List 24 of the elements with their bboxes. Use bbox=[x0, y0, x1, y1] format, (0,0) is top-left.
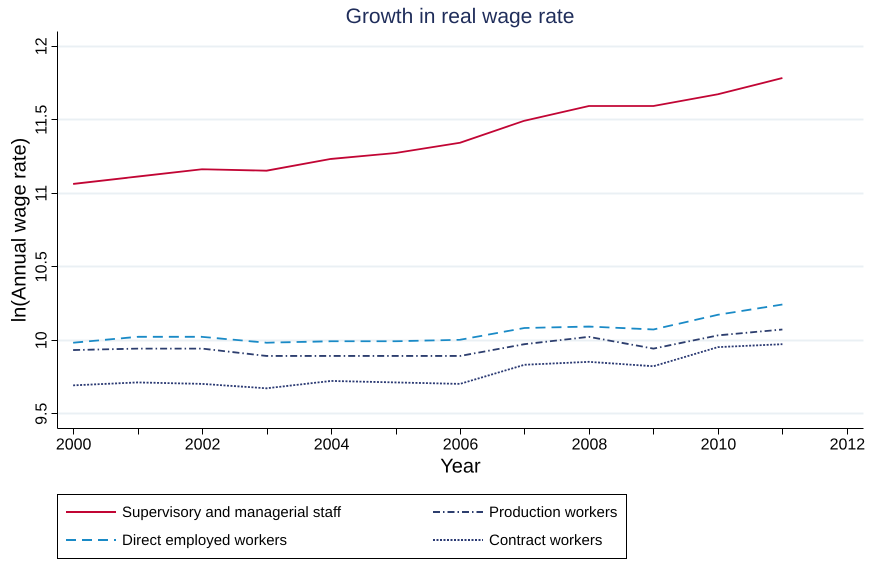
line-series bbox=[72, 304, 784, 344]
y-tick-label: 9.5 bbox=[34, 402, 50, 425]
y-axis-title: ln(Annual wage rate) bbox=[8, 138, 30, 322]
legend-label: Supervisory and managerial staff bbox=[122, 504, 342, 521]
line-series bbox=[72, 328, 784, 357]
chart-title: Growth in real wage rate bbox=[346, 5, 574, 28]
x-tick-label: 2004 bbox=[314, 436, 350, 454]
y-tick-label: 10.5 bbox=[34, 251, 50, 282]
y-tick-label: 12 bbox=[34, 37, 50, 56]
x-tick-label: 2006 bbox=[442, 436, 478, 454]
legend-label: Contract workers bbox=[489, 532, 602, 549]
x-tick-label: 2012 bbox=[830, 436, 866, 454]
legend-label: Production workers bbox=[489, 504, 618, 521]
line-series bbox=[72, 343, 784, 390]
y-tick-label: 10 bbox=[34, 331, 50, 350]
line-series bbox=[72, 77, 784, 185]
x-axis-title: Year bbox=[440, 456, 482, 478]
x-tick-label: 2002 bbox=[184, 436, 220, 454]
y-tick-label: 11.5 bbox=[34, 104, 50, 135]
x-tick-label: 2000 bbox=[56, 436, 92, 454]
x-tick-label: 2008 bbox=[572, 436, 608, 454]
legend-label: Direct employed workers bbox=[122, 532, 288, 549]
x-tick-label: 2010 bbox=[700, 436, 736, 454]
y-tick-label: 11 bbox=[34, 184, 50, 202]
